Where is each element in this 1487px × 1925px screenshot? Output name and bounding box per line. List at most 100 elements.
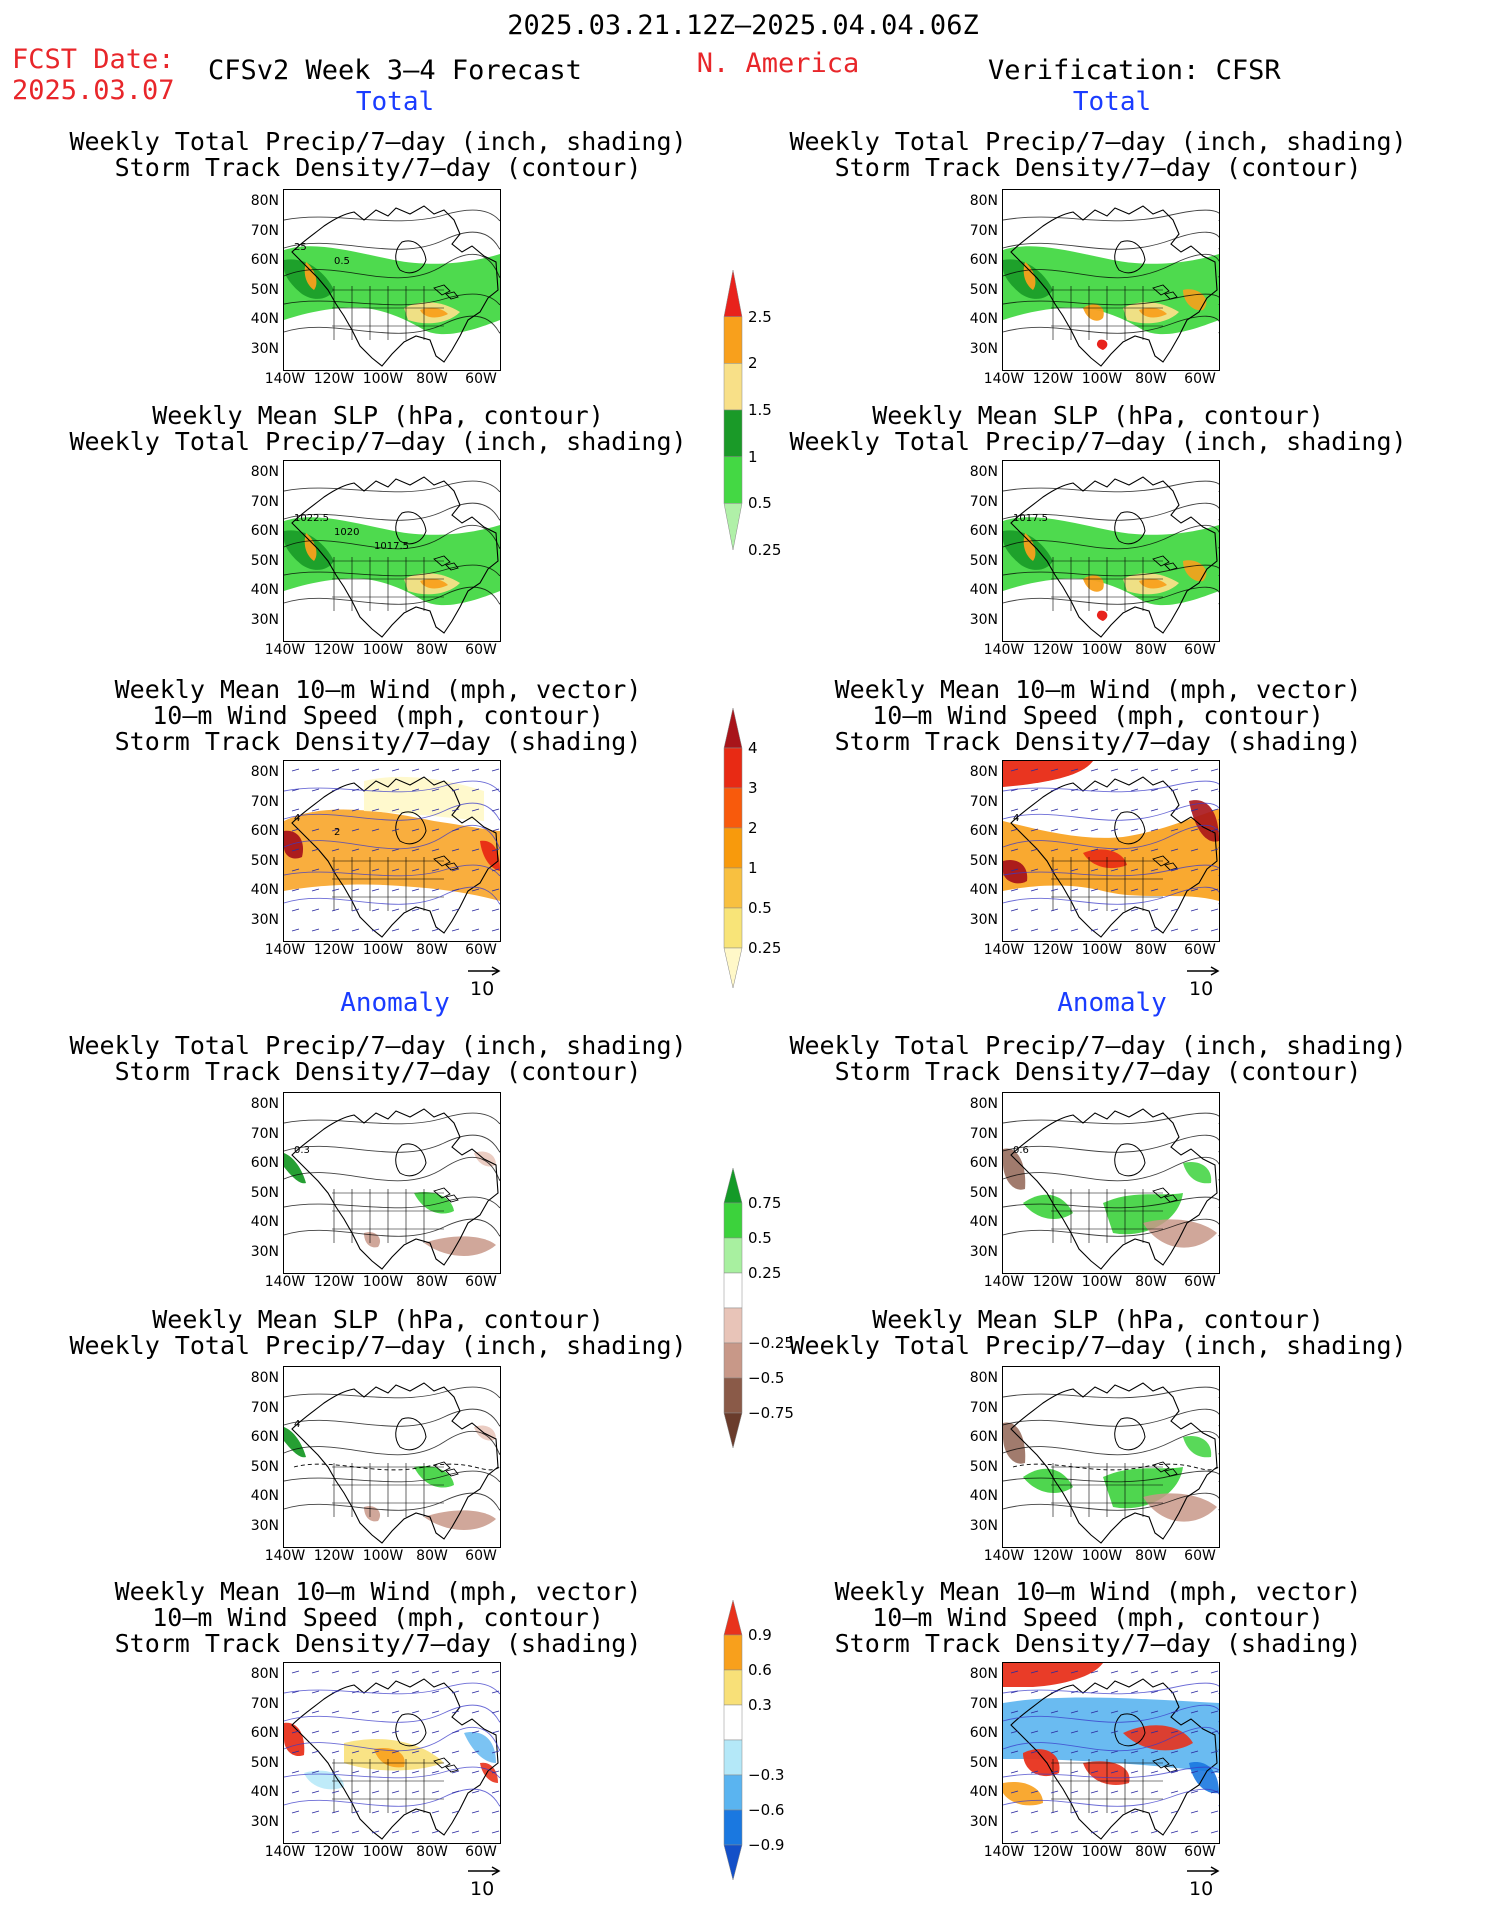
wind-vector <box>491 768 500 772</box>
colorbar-label: −0.75 <box>748 1404 794 1422</box>
wind-vector <box>411 1810 420 1814</box>
wind-vector <box>311 1810 320 1814</box>
vector-ref-value: 10 <box>470 978 495 1000</box>
wind-vector <box>491 1790 500 1794</box>
wind-vector <box>1170 868 1179 872</box>
wind-vector <box>471 908 480 912</box>
wind-vector <box>291 868 300 872</box>
wind-vector <box>311 1830 320 1834</box>
lon-tick-label: 60W <box>1184 371 1216 387</box>
wind-vector <box>331 1790 340 1794</box>
wind-vector <box>1070 868 1079 872</box>
lon-tick-label: 80W <box>1135 1844 1167 1860</box>
wind-vector <box>411 788 420 792</box>
wind-vector <box>1110 1770 1119 1774</box>
wind-vector <box>1190 1810 1199 1814</box>
lat-tick-label: 30N <box>969 611 998 628</box>
wind-vector <box>391 1750 400 1754</box>
fcst-date-value: 2025.03.07 <box>12 75 175 106</box>
colorbar-swatch <box>723 1739 743 1776</box>
panel-title-line: Weekly Mean 10–m Wind (mph, vector) <box>834 675 1362 704</box>
contour-line <box>1003 780 1219 793</box>
lon-tick-label: 80W <box>1135 1274 1167 1290</box>
shading-region <box>1003 1663 1103 1687</box>
wind-vector <box>431 868 440 872</box>
wind-vector <box>291 848 300 852</box>
lat-tick-label: 30N <box>250 340 279 357</box>
wind-vector <box>1210 868 1219 872</box>
lat-tick-label: 60N <box>969 1155 998 1171</box>
wind-vector <box>1170 908 1179 912</box>
colorbar-anom-precip <box>723 1168 743 1449</box>
wind-vector <box>291 1750 300 1754</box>
lat-tick-label: 60N <box>969 1725 998 1741</box>
wind-vector <box>1010 1690 1019 1694</box>
wind-vector <box>451 1750 460 1754</box>
wind-vector <box>331 1770 340 1774</box>
great-lakes-outline <box>1152 855 1178 871</box>
contour-line <box>284 293 500 306</box>
lon-tick-label: 60W <box>465 1844 497 1860</box>
lon-tick-label: 80W <box>1135 371 1167 387</box>
wind-vector <box>1050 1750 1059 1754</box>
lat-tick-label: 70N <box>969 1695 998 1712</box>
region-label: N. America <box>696 48 860 79</box>
wind-vector <box>1110 768 1119 772</box>
contour-line <box>284 1156 500 1182</box>
colorbar-swatch <box>723 1809 743 1846</box>
contour-label: 0.6 <box>1013 1145 1029 1156</box>
wind-vector <box>311 1750 320 1754</box>
wind-vector <box>291 1770 300 1774</box>
wind-vector <box>391 928 400 932</box>
wind-vector <box>311 888 320 892</box>
wind-vector <box>1090 828 1099 832</box>
wind-vector <box>1170 788 1179 792</box>
wind-vector <box>491 1770 500 1774</box>
contour-line <box>284 1408 500 1427</box>
coastline <box>1010 1382 1218 1544</box>
panel-title-line: Storm Track Density/7–day (contour) <box>114 153 642 182</box>
wind-vector <box>1150 1690 1159 1694</box>
wind-vector <box>1070 1670 1079 1674</box>
wind-vector <box>1170 1790 1179 1794</box>
shading-region <box>1183 1435 1212 1458</box>
wind-vector <box>451 868 460 872</box>
shading-region <box>284 1722 305 1757</box>
wind-vector <box>1210 828 1219 832</box>
wind-vector <box>351 868 360 872</box>
panel-title-line: Weekly Mean 10–m Wind (mph, vector) <box>114 1577 642 1606</box>
wind-vector <box>1030 908 1039 912</box>
wind-vector <box>1210 1770 1219 1774</box>
lat-tick-label: 80N <box>969 1666 998 1682</box>
wind-vector <box>1130 1830 1139 1834</box>
wind-vector <box>431 768 440 772</box>
lat-tick-label: 50N <box>250 1184 279 1201</box>
wind-vector <box>471 1790 480 1794</box>
wind-vector <box>351 1810 360 1814</box>
lat-tick-label: 50N <box>250 852 279 869</box>
wind-vector <box>1150 848 1159 852</box>
wind-vector <box>351 1750 360 1754</box>
wind-vector <box>1030 808 1039 812</box>
wind-vector <box>391 828 400 832</box>
wind-vector <box>331 1710 340 1714</box>
wind-vector <box>331 928 340 932</box>
colorbar-label: 0.3 <box>748 1696 772 1714</box>
wind-vector <box>1190 768 1199 772</box>
wind-vector <box>351 848 360 852</box>
wind-vector <box>1110 848 1119 852</box>
wind-vector <box>1070 1690 1079 1694</box>
wind-vector <box>411 868 420 872</box>
wind-vector <box>491 1710 500 1714</box>
wind-vector <box>1050 1710 1059 1714</box>
lon-tick-label: 80W <box>416 1844 448 1860</box>
wind-vector <box>431 1690 440 1694</box>
wind-vector <box>1170 808 1179 812</box>
wind-vector <box>351 828 360 832</box>
colorbar-swatch <box>723 867 743 909</box>
wind-vector <box>351 1790 360 1794</box>
wind-vector <box>1070 908 1079 912</box>
colorbar-label: 0.5 <box>748 899 772 917</box>
map-canvas: 0.3 <box>284 1108 500 1270</box>
wind-vector <box>1050 1790 1059 1794</box>
